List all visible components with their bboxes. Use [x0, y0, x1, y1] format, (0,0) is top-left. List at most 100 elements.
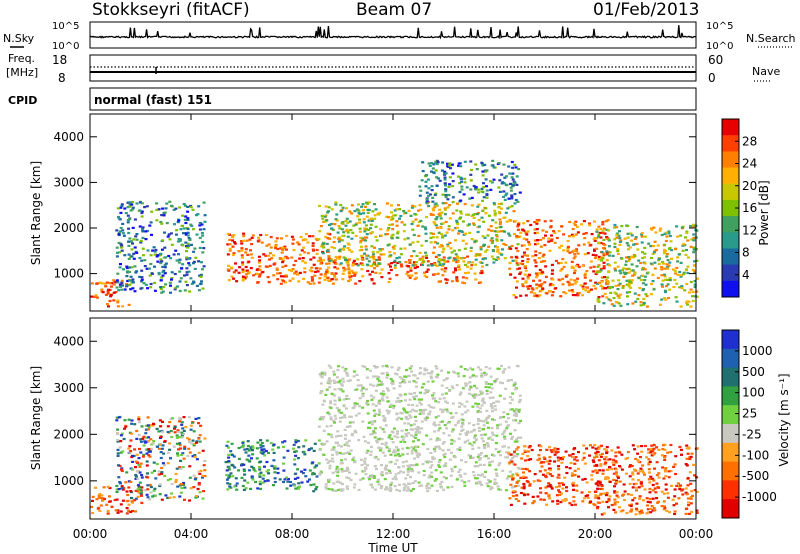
echo-cell [571, 250, 575, 253]
echo-cell [593, 464, 597, 467]
echo-cell [384, 466, 388, 469]
echo-cell [386, 374, 390, 377]
echo-cell [468, 376, 472, 379]
echo-cell [419, 208, 423, 211]
echo-cell [356, 379, 360, 382]
echo-cell [686, 477, 690, 480]
echo-cell [649, 293, 653, 296]
echo-cell [334, 272, 338, 275]
echo-cell [463, 181, 467, 184]
echo-cell [361, 392, 365, 395]
echo-cell [572, 222, 576, 225]
echo-cell [319, 382, 323, 385]
echo-cell [605, 259, 609, 262]
echo-cell [379, 473, 383, 476]
echo-cell [489, 488, 493, 491]
echo-cell [126, 499, 130, 502]
echo-cell [340, 222, 344, 225]
echo-cell [525, 231, 529, 234]
echo-cell [381, 428, 385, 431]
echo-cell [517, 408, 521, 411]
echo-cell [406, 470, 410, 473]
echo-cell [91, 495, 95, 498]
echo-cell [177, 240, 181, 243]
echo-cell [562, 483, 565, 486]
echo-cell [330, 246, 334, 249]
echo-cell [336, 488, 340, 492]
echo-cell [418, 412, 422, 415]
echo-cell [166, 478, 170, 482]
echo-cell [459, 165, 463, 168]
echo-cell [130, 496, 133, 500]
echo-cell [455, 219, 459, 222]
echo-cell [512, 414, 516, 417]
echo-cell [657, 486, 661, 489]
echo-cell [436, 177, 440, 180]
echo-cell [288, 279, 292, 282]
echo-cell [145, 460, 149, 463]
echo-cell [149, 424, 153, 427]
echo-cell [612, 478, 616, 481]
echo-cell [139, 451, 143, 454]
echo-cell [318, 448, 322, 452]
echo-cell [189, 487, 193, 490]
echo-cell [692, 248, 696, 251]
echo-cell [423, 367, 427, 370]
echo-cell [389, 268, 393, 272]
echo-cell [589, 288, 593, 291]
echo-cell [343, 458, 347, 461]
echo-cell [128, 218, 131, 221]
echo-cell [527, 458, 531, 461]
echo-cell [396, 368, 400, 371]
echo-cell [481, 235, 485, 238]
echo-cell [464, 411, 468, 414]
echo-cell [340, 384, 344, 387]
echo-cell [693, 280, 697, 283]
echo-cell [179, 228, 183, 231]
echo-cell [549, 219, 553, 222]
echo-cell [125, 471, 129, 474]
echo-cell [508, 206, 512, 209]
echo-cell [686, 239, 690, 242]
echo-cell [351, 421, 355, 424]
echo-cell [448, 162, 452, 165]
echo-cell [120, 246, 124, 249]
echo-cell [377, 401, 381, 404]
echo-cell [588, 222, 591, 225]
echo-cell [441, 202, 445, 205]
echo-cell [626, 224, 630, 228]
echo-cell [636, 452, 640, 455]
echo-cell [311, 473, 314, 476]
echo-cell [468, 223, 471, 226]
echo-cell [353, 210, 357, 213]
echo-cell [621, 269, 624, 272]
echo-cell [543, 469, 547, 472]
echo-cell [673, 510, 677, 513]
echo-cell [403, 409, 406, 412]
echo-cell [244, 269, 247, 272]
echo-cell [412, 250, 416, 253]
echo-cell [548, 290, 552, 293]
echo-cell [679, 261, 683, 264]
echo-cell [279, 275, 283, 278]
echo-cell [431, 394, 435, 397]
echo-cell [424, 180, 428, 183]
echo-cell [643, 256, 647, 259]
echo-cell [403, 440, 407, 444]
echo-cell [458, 468, 462, 471]
echo-cell [470, 168, 473, 172]
echo-cell [490, 237, 494, 240]
echo-cell [358, 218, 361, 221]
echo-cell [441, 236, 445, 239]
echo-cell [589, 260, 593, 263]
echo-cell [424, 239, 428, 243]
echo-cell [473, 240, 477, 243]
noise-left-tick-top: 10^5 [52, 21, 79, 32]
echo-cell [275, 267, 279, 270]
echo-cell [146, 488, 150, 491]
echo-cell [392, 449, 396, 452]
echo-cell [573, 447, 577, 450]
echo-cell [627, 256, 631, 259]
echo-cell [359, 384, 363, 387]
echo-cell [138, 201, 142, 204]
